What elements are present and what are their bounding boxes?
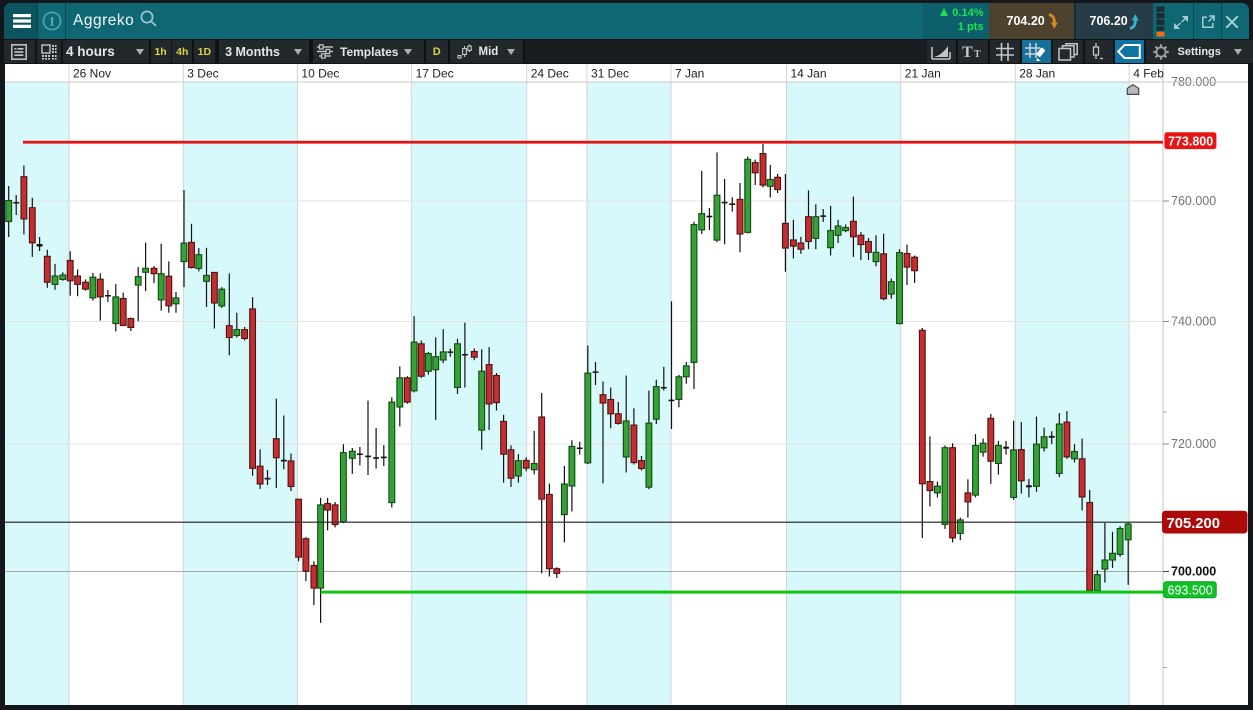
svg-text:T: T — [962, 44, 973, 60]
svg-text:773.800: 773.800 — [1168, 135, 1213, 149]
svg-text:24 Dec: 24 Dec — [531, 67, 569, 81]
svg-text:7 Jan: 7 Jan — [675, 67, 704, 81]
svg-text:26 Nov: 26 Nov — [73, 67, 111, 81]
svg-text:693.500: 693.500 — [1168, 584, 1213, 598]
svg-text:720.000: 720.000 — [1171, 437, 1216, 451]
svg-text:31 Dec: 31 Dec — [591, 67, 629, 81]
svg-text:28 Jan: 28 Jan — [1019, 67, 1055, 81]
svg-text:740.000: 740.000 — [1171, 315, 1216, 329]
svg-text:3 Dec: 3 Dec — [187, 67, 218, 81]
svg-text:705.200: 705.200 — [1167, 516, 1221, 532]
svg-text:760.000: 760.000 — [1171, 194, 1216, 208]
svg-text:10 Dec: 10 Dec — [301, 67, 339, 81]
svg-text:T: T — [974, 49, 981, 60]
svg-text:17 Dec: 17 Dec — [416, 67, 454, 81]
svg-text:1: 1 — [48, 14, 54, 28]
svg-text:700.000: 700.000 — [1171, 565, 1216, 579]
svg-text:14 Jan: 14 Jan — [791, 67, 827, 81]
svg-text:4 Feb: 4 Feb — [1133, 67, 1164, 81]
svg-text:21 Jan: 21 Jan — [905, 67, 941, 81]
